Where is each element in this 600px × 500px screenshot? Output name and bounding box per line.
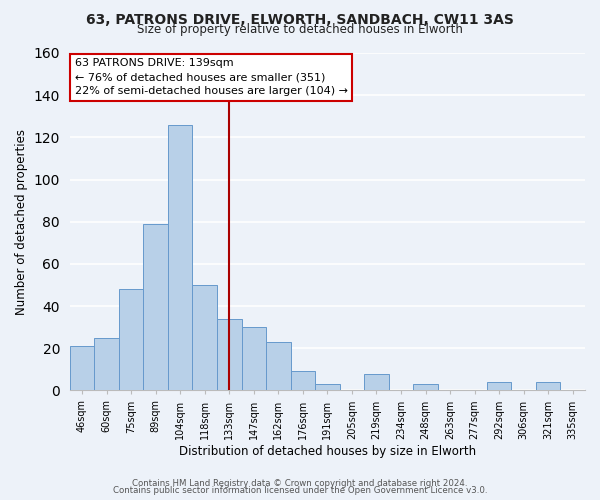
X-axis label: Distribution of detached houses by size in Elworth: Distribution of detached houses by size … xyxy=(179,444,476,458)
Bar xyxy=(413,384,438,390)
Bar xyxy=(290,372,315,390)
Bar xyxy=(168,124,193,390)
Bar xyxy=(364,374,389,390)
Y-axis label: Number of detached properties: Number of detached properties xyxy=(15,128,28,314)
Bar xyxy=(315,384,340,390)
Text: Size of property relative to detached houses in Elworth: Size of property relative to detached ho… xyxy=(137,22,463,36)
Bar xyxy=(487,382,511,390)
Bar xyxy=(536,382,560,390)
Bar xyxy=(94,338,119,390)
Bar xyxy=(193,285,217,391)
Bar xyxy=(217,318,242,390)
Text: 63, PATRONS DRIVE, ELWORTH, SANDBACH, CW11 3AS: 63, PATRONS DRIVE, ELWORTH, SANDBACH, CW… xyxy=(86,12,514,26)
Bar xyxy=(242,327,266,390)
Bar xyxy=(119,289,143,390)
Text: Contains HM Land Registry data © Crown copyright and database right 2024.: Contains HM Land Registry data © Crown c… xyxy=(132,478,468,488)
Bar xyxy=(143,224,168,390)
Bar xyxy=(266,342,290,390)
Bar xyxy=(70,346,94,391)
Text: 63 PATRONS DRIVE: 139sqm
← 76% of detached houses are smaller (351)
22% of semi-: 63 PATRONS DRIVE: 139sqm ← 76% of detach… xyxy=(75,58,348,96)
Text: Contains public sector information licensed under the Open Government Licence v3: Contains public sector information licen… xyxy=(113,486,487,495)
